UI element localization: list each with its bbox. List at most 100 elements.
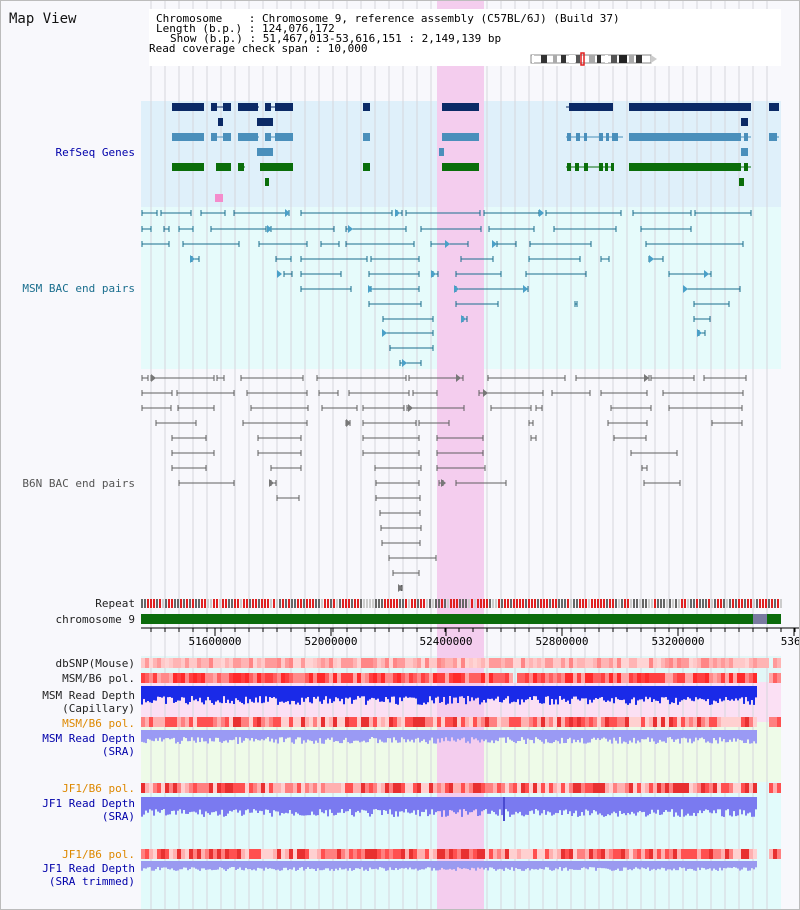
repeat-element (246, 599, 248, 608)
repeat-element (192, 599, 194, 608)
dbsnp-density (577, 658, 581, 668)
repeat-element (234, 599, 236, 608)
jf1-trimmed-depth-bar (279, 861, 281, 871)
track-label-msm-bac[interactable]: MSM BAC end pairs (22, 282, 135, 295)
jf1-sra-depth-bar (159, 797, 161, 813)
jf1-b6-polymorphism (233, 783, 237, 793)
jf1-trimmed-depth-bar (717, 861, 719, 871)
jf1-sra-depth-bar (483, 797, 485, 811)
msm-sra-depth-bar (429, 730, 431, 741)
repeat-element (615, 599, 617, 608)
msm-capillary-depth-bar (451, 686, 453, 704)
jf1-sra-depth-bar (613, 797, 615, 812)
track-label-refseq[interactable]: RefSeq Genes (55, 146, 135, 159)
jf1-sra-depth-bar (417, 797, 419, 810)
msm-capillary-depth-bar (399, 686, 401, 698)
jf1-trimmed-depth-bar (439, 861, 441, 870)
msm-capillary-depth-bar (259, 686, 261, 697)
msm-capillary-depth-bar (515, 686, 517, 703)
msm-sra-depth-bar (517, 730, 519, 742)
msm-capillary-depth-bar (689, 686, 691, 699)
msm-b6-polymorphism (317, 673, 321, 683)
dbsnp-density (317, 658, 321, 668)
jf1-trimmed-depth-bar (167, 861, 169, 869)
jf1-sra-depth-bar (543, 797, 545, 810)
msm-capillary-depth-bar (497, 686, 499, 697)
jf1-trimmed-depth-bar (451, 861, 453, 870)
jf1-b6-polymorphism (673, 783, 677, 793)
msm-sra-depth-bar (669, 730, 671, 738)
msm-b6-polymorphism-sra (653, 717, 657, 727)
msm-sra-depth-bar (267, 730, 269, 738)
msm-b6-polymorphism (573, 673, 577, 683)
repeat-element (279, 599, 281, 608)
repeat-element (357, 599, 359, 608)
gene-exon-block (257, 118, 273, 126)
jf1-trimmed-depth-bar (587, 861, 589, 870)
repeat-element (171, 599, 173, 608)
jf1-sra-depth-bar (405, 797, 407, 810)
msm-capillary-depth-bar (469, 686, 471, 702)
jf1-trimmed-depth-bar (479, 861, 481, 869)
msm-b6-polymorphism (493, 673, 497, 683)
jf1-sra-depth-bar (557, 797, 559, 814)
msm-sra-depth-bar (221, 730, 223, 743)
msm-b6-polymorphism-sra (413, 717, 417, 727)
repeat-element (219, 599, 221, 608)
repeat-element (306, 599, 308, 608)
jf1-sra-depth-bar (293, 797, 295, 816)
msm-capillary-depth-bar (439, 686, 441, 703)
msm-capillary-depth-bar (285, 686, 287, 702)
track-label-jf1-depth-trimmed: JF1 Read Depth (42, 862, 135, 875)
msm-sra-depth-bar (199, 730, 201, 743)
dbsnp-density (757, 658, 761, 668)
jf1-b6-polymorphism-2 (173, 849, 177, 859)
dbsnp-density (381, 658, 385, 668)
dbsnp-density (621, 658, 625, 668)
msm-capillary-depth-bar (299, 686, 301, 705)
msm-capillary-depth-bar (343, 686, 345, 705)
jf1-trimmed-depth-bar (305, 861, 307, 869)
msm-sra-depth-bar (185, 730, 187, 739)
msm-b6-polymorphism (537, 673, 541, 683)
repeat-element (510, 599, 512, 608)
jf1-sra-depth-bar (643, 797, 645, 812)
jf1-sra-depth-bar (237, 797, 239, 813)
jf1-b6-polymorphism (657, 783, 661, 793)
msm-sra-depth-bar (753, 730, 755, 742)
msm-capillary-depth-bar (251, 686, 253, 702)
repeat-element (606, 599, 608, 608)
jf1-b6-polymorphism (265, 783, 269, 793)
msm-b6-polymorphism-sra (301, 717, 305, 727)
jf1-b6-polymorphism-2 (205, 849, 209, 859)
track-label-msm-depth-sra: MSM Read Depth (42, 732, 135, 745)
jf1-b6-polymorphism-2 (513, 849, 517, 859)
msm-b6-polymorphism (161, 673, 165, 683)
msm-b6-polymorphism (325, 673, 329, 683)
jf1-b6-polymorphism (313, 783, 317, 793)
msm-sra-depth-bar (385, 730, 387, 743)
jf1-trimmed-depth-bar (373, 861, 375, 870)
jf1-b6-polymorphism-2 (693, 849, 697, 859)
msm-capillary-depth-bar (531, 686, 533, 700)
msm-sra-depth-bar (205, 730, 207, 742)
msm-sra-depth-bar (211, 730, 213, 742)
jf1-trimmed-depth-bar (355, 861, 357, 869)
jf1-sra-depth-bar (389, 797, 391, 810)
msm-b6-polymorphism-sra (405, 717, 409, 727)
msm-sra-depth-bar (485, 730, 487, 740)
jf1-trimmed-depth-bar (711, 861, 713, 871)
jf1-b6-polymorphism (549, 783, 553, 793)
jf1-trimmed-depth-bar (277, 861, 279, 870)
msm-sra-depth-bar (715, 730, 717, 741)
ideogram-band (589, 55, 595, 63)
jf1-b6-polymorphism-2 (345, 849, 349, 859)
msm-b6-polymorphism (217, 673, 221, 683)
jf1-trimmed-depth-bar (709, 861, 711, 869)
jf1-b6-polymorphism (505, 783, 509, 793)
jf1-trimmed-depth-bar (223, 861, 225, 870)
track-label-b6n-bac[interactable]: B6N BAC end pairs (22, 477, 135, 490)
msm-b6-polymorphism-sra (733, 717, 737, 727)
repeat-element (345, 599, 347, 608)
